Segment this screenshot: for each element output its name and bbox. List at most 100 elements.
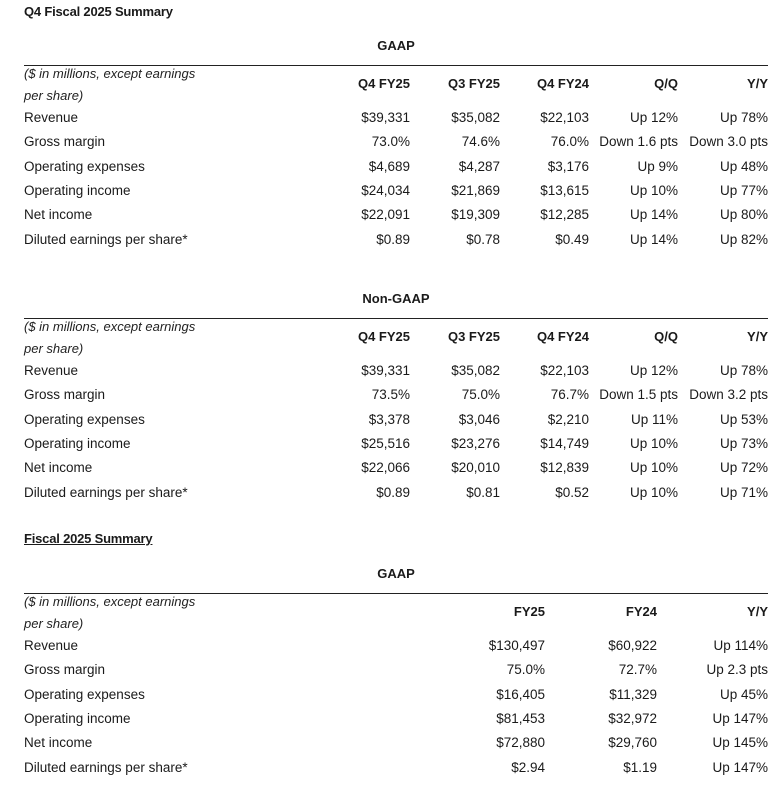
cell-value: $19,309: [451, 207, 500, 223]
cell-value: $81,453: [496, 710, 545, 726]
table-row: Gross margin 73.5% 75.0% 76.7% Down 1.5 pts D…: [24, 387, 768, 411]
cell-value: $39,331: [361, 363, 410, 378]
table-row: Operating income $25,516 $23,276 $14,749 Up …: [24, 436, 768, 460]
cell-value: Up 78%: [719, 110, 768, 125]
cell-value: Up 14%: [629, 207, 678, 223]
cell-value: $32,972: [608, 710, 657, 726]
cell-value: $0.89: [376, 231, 410, 247]
cell-value: 72.7%: [618, 662, 657, 678]
cell-value: $0.49: [555, 231, 589, 247]
table-row: Gross margin 75.0% 72.7% Up 2.3 pts: [24, 662, 768, 686]
cell-value: $2.94: [511, 759, 545, 775]
cell-value: 76.0%: [550, 134, 589, 150]
row-label: Operating expenses: [24, 158, 145, 174]
column-header: Q/Q: [654, 76, 678, 91]
units-note-line2: per share): [24, 616, 84, 631]
cell-value: $22,103: [540, 110, 589, 125]
cell-value: Up 12%: [629, 363, 678, 378]
table-row: Operating expenses $3,378 $3,046 $2,210 Up 1…: [24, 412, 768, 436]
cell-value: 73.5%: [371, 387, 410, 403]
cell-value: $16,405: [496, 686, 545, 702]
cell-value: Up 71%: [719, 484, 768, 500]
column-header: Q3 FY25: [447, 76, 500, 91]
row-label: Revenue: [24, 363, 79, 378]
row-label: Operating income: [24, 435, 131, 451]
row-label: Gross margin: [24, 662, 106, 678]
cell-value: $13,615: [540, 182, 589, 198]
cell-value: $3,046: [458, 411, 500, 427]
cell-value: Up 14%: [629, 231, 678, 247]
units-note-line2: per share): [24, 88, 84, 103]
header-rule: [24, 65, 768, 66]
cell-value: $60,922: [608, 638, 657, 653]
cell-value: $22,091: [361, 207, 410, 223]
cell-value: Up 9%: [637, 158, 678, 174]
cell-value: Up 53%: [719, 411, 768, 427]
row-label: Gross margin: [24, 387, 106, 403]
units-note-line1: ($ in millions, except earnings: [24, 319, 196, 334]
cell-value: $0.78: [466, 231, 500, 247]
table-row: Revenue $130,497 $60,922 Up 114%: [24, 638, 768, 662]
cell-value: Up 10%: [629, 182, 678, 198]
cell-value: $0.52: [555, 484, 589, 500]
table-row: Net income $22,091 $19,309 $12,285 Up 14% Up …: [24, 207, 768, 231]
table-caption: Non-GAAP: [362, 291, 430, 306]
cell-value: Up 48%: [719, 158, 768, 174]
cell-value: 73.0%: [371, 134, 410, 150]
cell-value: $23,276: [451, 435, 500, 451]
row-label: Diluted earnings per share*: [24, 759, 188, 775]
cell-value: $3,378: [368, 411, 410, 427]
column-header: Q3 FY25: [447, 329, 500, 344]
header-rule: [24, 318, 768, 319]
cell-value: $0.89: [376, 484, 410, 500]
row-label: Net income: [24, 207, 93, 223]
fiscal-summary-title[interactable]: Fiscal 2025 Summary: [24, 531, 153, 546]
units-note-line2: per share): [24, 341, 84, 356]
cell-value: $24,034: [361, 182, 410, 198]
cell-value: $25,516: [361, 435, 410, 451]
row-label: Operating income: [24, 710, 131, 726]
cell-value: Up 45%: [719, 686, 768, 702]
cell-value: Up 10%: [629, 460, 678, 476]
cell-value: 76.7%: [550, 387, 589, 403]
units-note-line1: ($ in millions, except earnings: [24, 594, 196, 609]
table-row: Operating expenses $16,405 $11,329 Up 45%: [24, 687, 768, 711]
column-header: FY25: [513, 604, 545, 619]
row-label: Diluted earnings per share*: [24, 484, 188, 500]
table-row: Gross margin 73.0% 74.6% 76.0% Down 1.6 pts D…: [24, 134, 768, 158]
row-label: Diluted earnings per share*: [24, 231, 188, 247]
cell-value: Up 10%: [629, 435, 678, 451]
cell-value: $11,329: [609, 686, 657, 702]
cell-value: $0.81: [466, 484, 500, 500]
q4-summary-title: Q4 Fiscal 2025 Summary: [24, 4, 173, 19]
cell-value: Down 1.6 pts: [599, 134, 678, 150]
cell-value: $22,066: [361, 460, 410, 476]
row-label: Operating expenses: [24, 686, 145, 702]
table-row: Diluted earnings per share* $0.89 $0.78 $0.…: [24, 232, 768, 256]
cell-value: Up 147%: [712, 710, 768, 726]
cell-value: $22,103: [540, 363, 589, 378]
cell-value: 74.6%: [461, 134, 500, 150]
cell-value: Up 82%: [719, 231, 768, 247]
cell-value: 75.0%: [461, 387, 500, 403]
cell-value: 75.0%: [506, 662, 545, 678]
table-row: Net income $72,880 $29,760 Up 145%: [24, 735, 768, 759]
cell-value: Down 3.0 pts: [689, 134, 768, 150]
cell-value: $20,010: [451, 460, 500, 476]
table-row: Operating income $81,453 $32,972 Up 147%: [24, 711, 768, 735]
cell-value: Up 145%: [712, 735, 768, 751]
row-label: Revenue: [24, 638, 79, 653]
column-header: FY24: [625, 604, 657, 619]
cell-value: $3,176: [547, 158, 589, 174]
table-row: Diluted earnings per share* $0.89 $0.81 $0.…: [24, 485, 768, 509]
cell-value: $4,689: [368, 158, 410, 174]
cell-value: Down 3.2 pts: [689, 387, 768, 403]
table-row: Diluted earnings per share* $2.94 $1.19 Up …: [24, 760, 768, 784]
column-header: Y/Y: [747, 329, 768, 344]
units-note-line1: ($ in millions, except earnings: [24, 66, 196, 81]
header-rule: [24, 593, 768, 594]
row-label: Operating expenses: [24, 411, 145, 427]
cell-value: $130,497: [488, 638, 545, 653]
cell-value: Up 147%: [712, 759, 768, 775]
column-header: Y/Y: [747, 76, 768, 91]
